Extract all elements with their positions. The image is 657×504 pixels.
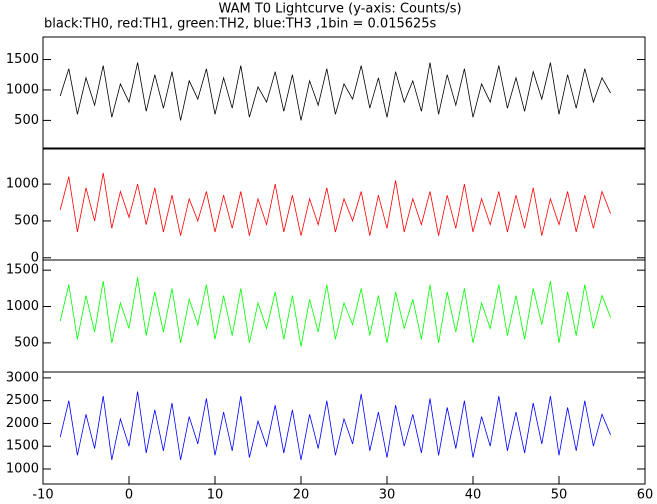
panel-frame — [42, 259, 646, 373]
panel-frame — [42, 371, 646, 485]
y-tick-label: 1000 — [6, 177, 39, 192]
chart-title: WAM T0 Lightcurve (y-axis: Counts/s) — [218, 2, 461, 17]
x-tick-label: 0 — [125, 488, 133, 503]
y-tick-label: 3000 — [6, 370, 39, 385]
x-tick-label: 50 — [551, 488, 568, 503]
series-line — [59, 62, 611, 121]
x-tick-label: 20 — [293, 488, 310, 503]
y-tick-label: 2500 — [6, 393, 39, 408]
y-tick-label: 2000 — [6, 416, 39, 431]
series-line — [59, 391, 611, 460]
chart-subtitle: black:TH0, red:TH1, green:TH2, blue:TH3 … — [44, 17, 437, 32]
y-tick-label: 0 — [31, 250, 39, 265]
x-tick-label: -10 — [32, 488, 53, 503]
y-tick-label: 1000 — [6, 82, 39, 97]
panel-frame — [42, 147, 646, 261]
y-tick-label: 500 — [14, 213, 39, 228]
series-line — [59, 173, 611, 236]
x-tick-label: 40 — [465, 488, 482, 503]
y-tick-label: 1500 — [6, 52, 39, 67]
x-tick-label: 10 — [207, 488, 224, 503]
y-tick-label: 500 — [14, 335, 39, 350]
y-tick-label: 1500 — [6, 263, 39, 278]
y-tick-label: 500 — [14, 113, 39, 128]
x-tick-label: 60 — [637, 488, 654, 503]
y-tick-label: 1500 — [6, 439, 39, 454]
y-tick-label: 1000 — [6, 299, 39, 314]
series-line — [59, 277, 611, 347]
panel-frame — [42, 36, 646, 150]
x-tick-label: 30 — [379, 488, 396, 503]
y-tick-label: 1000 — [6, 461, 39, 476]
